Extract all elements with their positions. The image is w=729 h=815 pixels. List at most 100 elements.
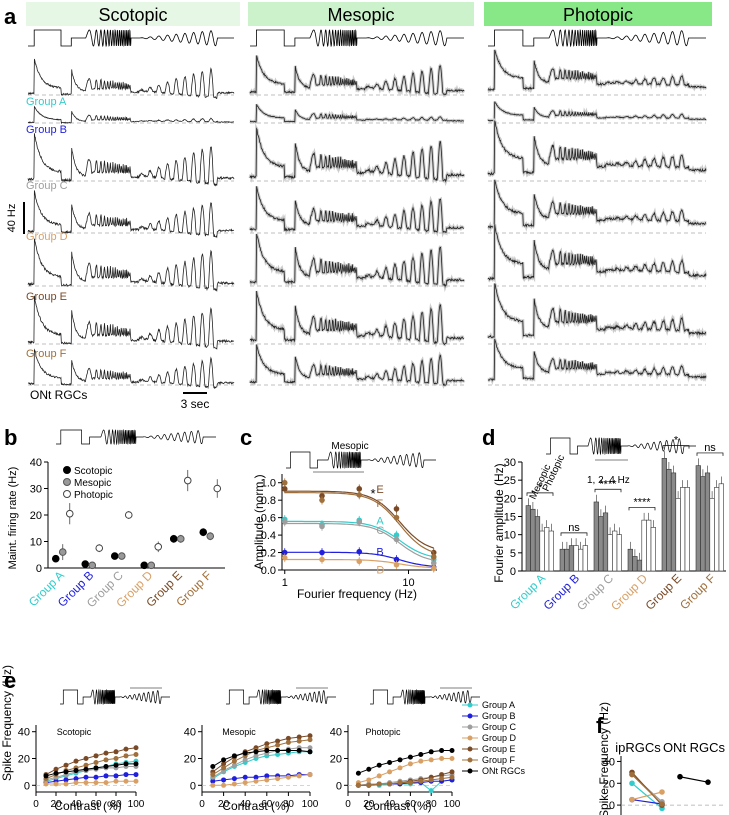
panel-e-legend-marker [467, 713, 473, 719]
panel-b-point [183, 476, 192, 485]
panel-c-point [281, 486, 288, 492]
panel-b-point [147, 561, 156, 570]
panel-f-ytick-label: 0 [609, 800, 615, 812]
panel-e-legend-label: Group C [482, 722, 517, 732]
panel-b-legend-mesopic: Mesopic [74, 478, 111, 489]
panel-e-point [264, 777, 270, 783]
panel-d-sig-label: **** [599, 478, 617, 490]
panel-e-stim-2 [226, 688, 336, 706]
panel-e-point [103, 750, 109, 756]
panel-letter-d: d [482, 425, 495, 450]
panel-e-point [307, 749, 313, 755]
panel-e-ylabel: Spike Frequency (Hz) [0, 665, 14, 781]
panel-d-xtick-label: Group E [643, 571, 685, 613]
panel-c-point [393, 536, 400, 543]
panel-e-point [53, 766, 59, 772]
panel-e-point [123, 753, 129, 759]
panel-e-point [418, 758, 424, 764]
panel-e-point [275, 751, 281, 757]
panel-e-point [231, 753, 237, 759]
panel-d-xtick-label: Group F [677, 571, 718, 612]
panel-c-point [356, 486, 363, 492]
panel-c-point [356, 519, 363, 525]
panel-e-line-ONt RGCs [212, 750, 311, 767]
panel-c-xlabel: Fourier frequency (Hz) [297, 587, 417, 601]
panel-e-title-mesopic: Mesopic [222, 727, 256, 737]
panel-e-point [253, 753, 259, 759]
panel-e-point [253, 774, 259, 780]
panel-e-point [242, 774, 248, 780]
panel-e-point [113, 762, 119, 768]
panel-f-point [659, 801, 665, 807]
group-label-b: Group B [26, 124, 67, 136]
panel-c-point [430, 560, 437, 566]
panel-b-legend-marker [63, 478, 71, 486]
panel-f-point [629, 780, 635, 787]
panel-b-point [117, 552, 126, 560]
panel-e-title-scotopic: Scotopic [57, 727, 92, 737]
panel-f-point [677, 773, 683, 780]
panel-c-point [319, 523, 325, 530]
panel-e-point [285, 739, 291, 745]
panel-e-point [123, 772, 129, 778]
panel-b-point [88, 561, 97, 570]
panel-e-ytick-label: 40 [330, 727, 342, 739]
panel-d-sig-bracket [526, 492, 554, 496]
panel-e-line-Group C [45, 766, 136, 781]
panel-e-point [285, 774, 291, 780]
panel-e-line-Group E [212, 735, 311, 773]
scale-bar-sec-label: 3 sec [181, 397, 210, 411]
panel-e-point [285, 747, 291, 753]
panel-d-bar [636, 559, 643, 572]
panel-e-legend-marker [467, 702, 473, 708]
header-scotopic: Scotopic [98, 5, 167, 25]
panel-e-point [242, 780, 248, 786]
header-mesopic: Mesopic [327, 5, 394, 25]
panel-e-xtick-label: 20 [50, 799, 62, 810]
panel-d-bar [675, 498, 681, 572]
panel-d-bar [598, 516, 604, 572]
panel-c-ytick-label: 0.2 [261, 548, 276, 560]
panel-e-legend-marker [467, 735, 473, 741]
panel-d-sig-label: ns [704, 442, 716, 454]
panel-e-point [253, 749, 259, 755]
panel-b-legend-photopic: Photopic [74, 490, 113, 501]
panel-f-point [629, 771, 635, 778]
panel-e-line-Group A [358, 779, 453, 792]
panel-d-bar [616, 534, 622, 572]
panel-d-ytick-label: 0 [510, 566, 516, 578]
panel-e-xtick-label: 100 [128, 799, 145, 810]
panel-e-xtick-label: 40 [384, 799, 396, 810]
panel-e-stim-3 [370, 688, 480, 706]
panel-b-point [81, 560, 90, 568]
panel-e-line-Group F [212, 739, 311, 776]
panel-e-point [93, 760, 99, 766]
panel-e-point [43, 773, 49, 779]
panel-d-ytick-label: 15 [504, 512, 516, 524]
panel-e-xlabel-1: Contrast (%) [54, 799, 121, 813]
panel-e-point [43, 781, 49, 787]
trace-row1-col2 [487, 101, 707, 122]
panel-e-point [93, 765, 99, 771]
panel-b-point [199, 528, 208, 537]
panel-e-point [307, 772, 313, 778]
panel-c-star: * [370, 486, 375, 501]
panel-e-point [418, 751, 424, 757]
panel-e-legend-marker [467, 746, 473, 752]
panel-e-point [253, 778, 259, 784]
panel-e-xtick-label: 80 [426, 799, 438, 810]
panel-e-point [103, 757, 109, 763]
panel-e-point [83, 774, 89, 780]
panel-e-point [397, 780, 403, 786]
trace-row6-col1 [249, 344, 465, 387]
panel-d-bar [564, 548, 570, 572]
trace-row1-col1 [249, 104, 465, 123]
panel-e-point [210, 782, 216, 788]
panel-e-point [93, 780, 99, 786]
trace-row4-col1 [249, 233, 465, 289]
panel-f-title-ont: ONt RGCs [663, 740, 726, 755]
panel-e-point [133, 751, 139, 757]
panel-e-point [123, 778, 129, 784]
panel-c-point [281, 479, 288, 486]
panel-d-bar [714, 487, 720, 572]
